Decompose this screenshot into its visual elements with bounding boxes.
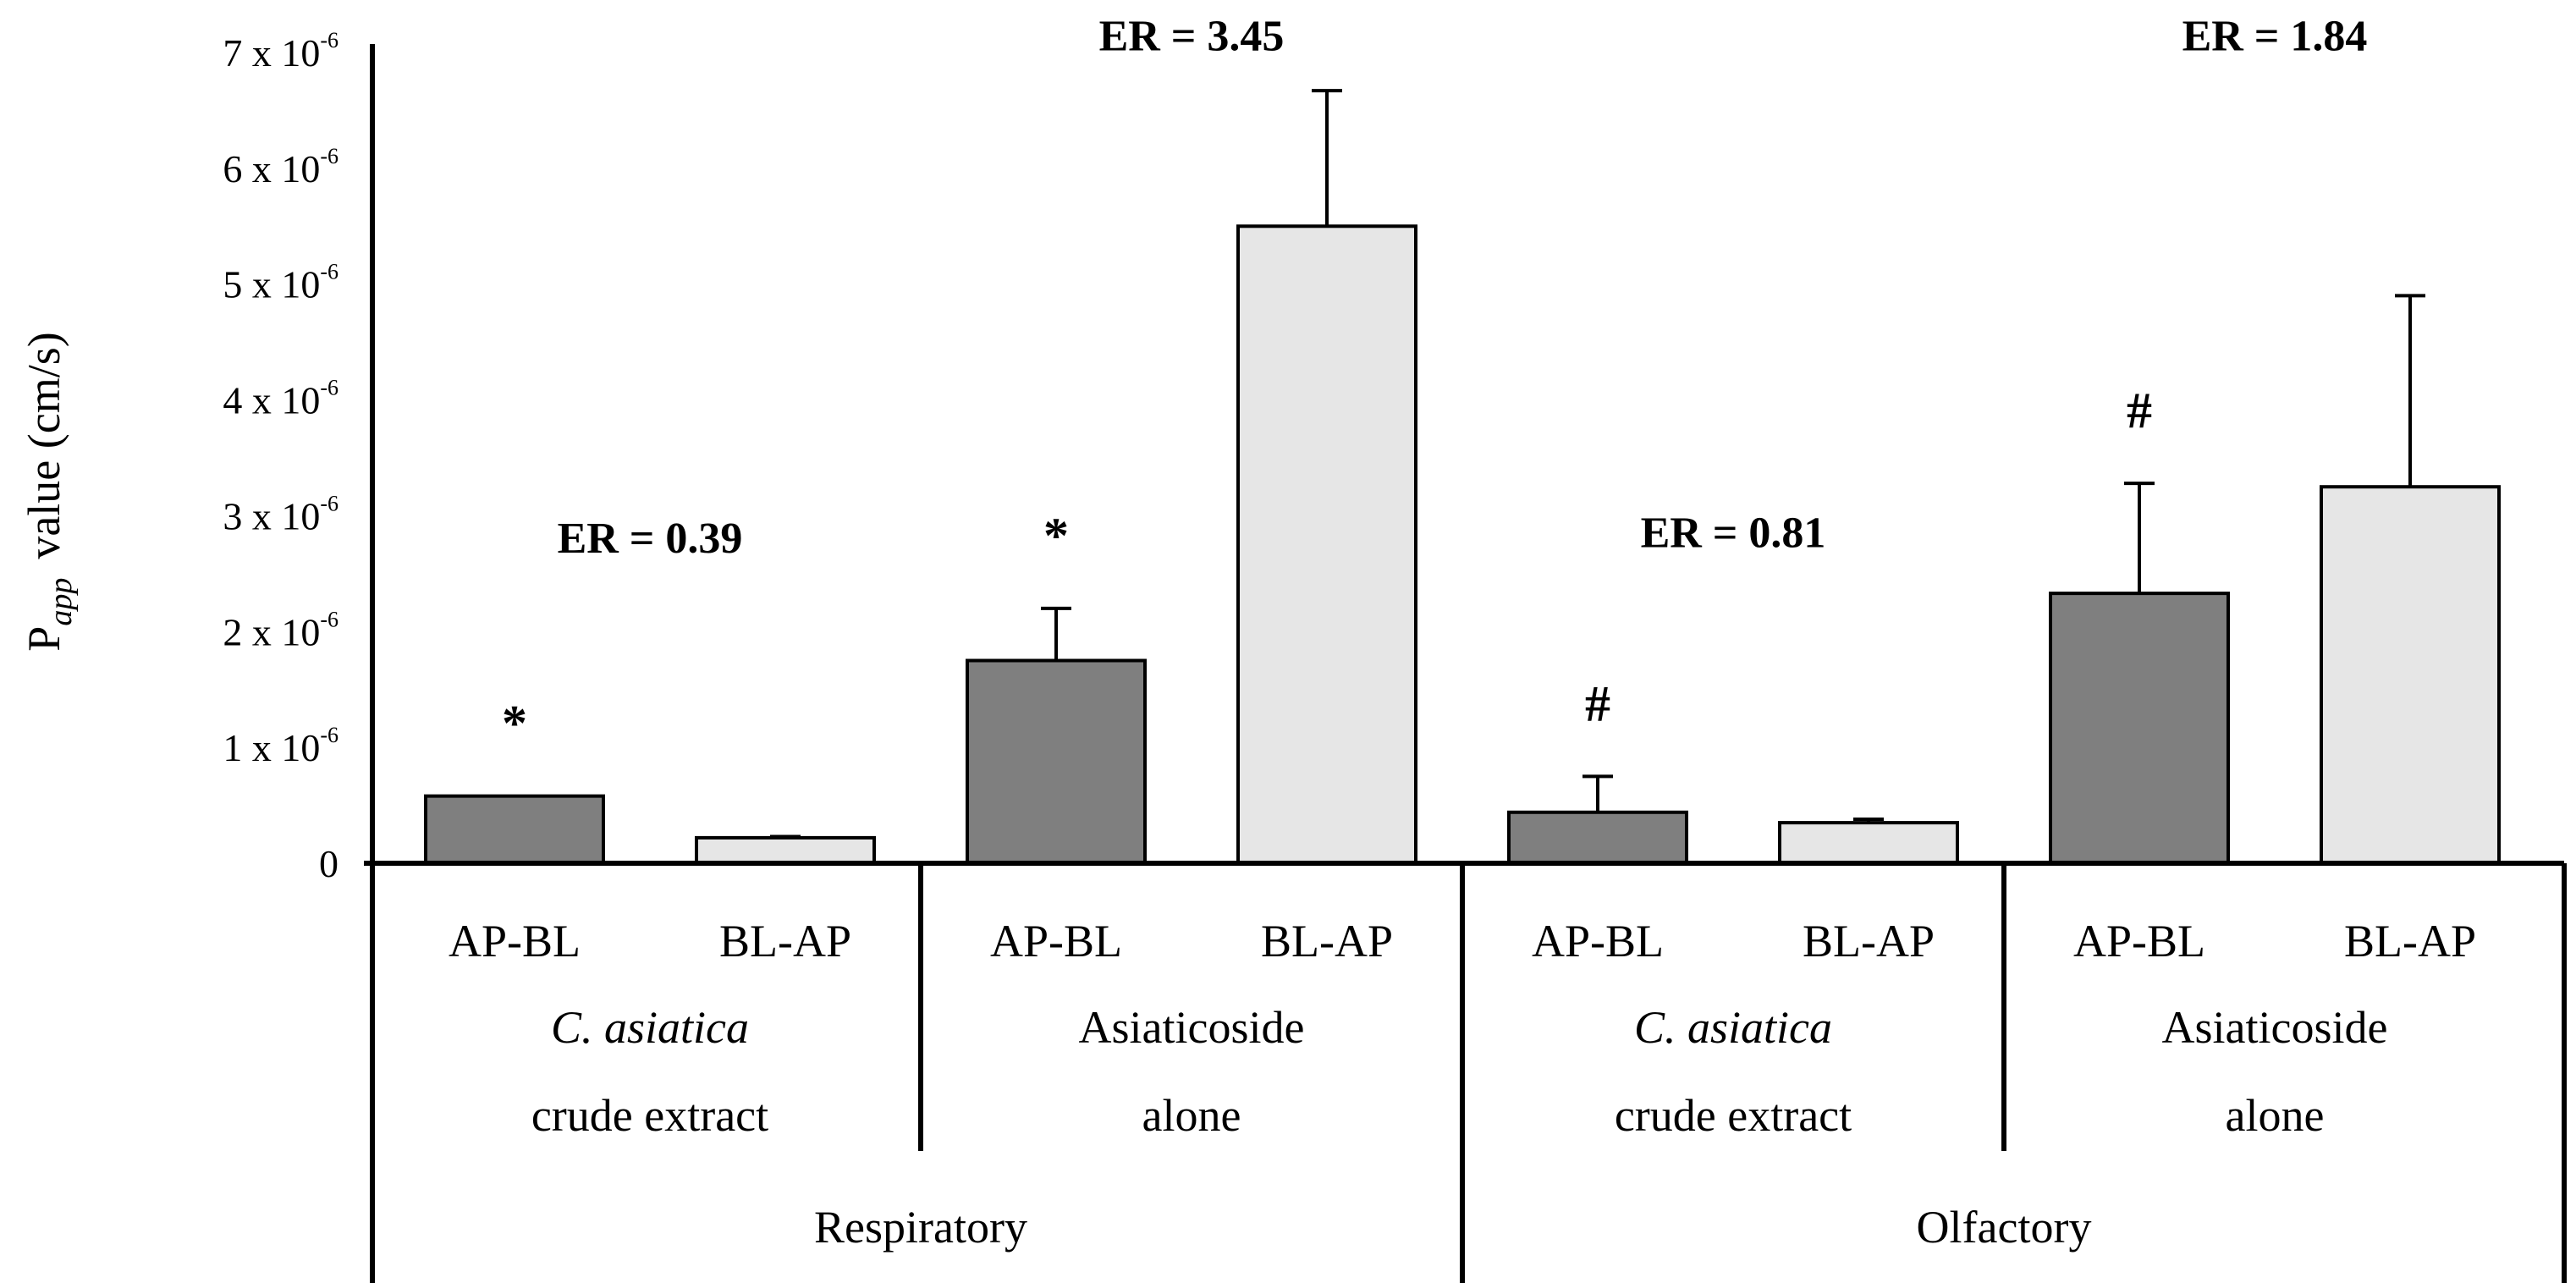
bar-8-bl-ap [2320,485,2501,865]
y-tick-label-6: 6 x 10-6 [223,144,339,190]
tick-label-4: BL-AP [1261,916,1393,966]
y-tick-label-4: 4 x 10-6 [223,376,339,422]
tick-label-8: BL-AP [2344,916,2476,966]
er-annotation-4: ER = 1.84 [2182,12,2368,60]
bar-1-ap-bl [424,794,605,866]
tick-label-6: BL-AP [1803,916,1935,966]
group-label-3-line1: C. asiatica [1634,1002,1832,1053]
significance-marker-5: # [1585,675,1610,731]
plot-area: * AP-BL BL-AP * AP-BL BL-AP # AP-BL BL-AP # AP-BL B… [19,12,2567,1283]
bar-5-ap-bl [1507,810,1688,865]
tick-label-5: AP-BL [1532,916,1664,966]
group-label-2-line1: Asiaticoside [1079,1002,1305,1053]
tick-label-2: BL-AP [719,916,851,966]
y-tick-label-2: 2 x 10-6 [223,607,339,653]
region-label-respiratory: Respiratory [814,1202,1027,1253]
bar-4-bl-ap [1236,224,1417,865]
significance-marker-3: * [1043,508,1069,564]
group-label-1-line2: crude extract [531,1090,768,1141]
y-tick-label-0: 0 [319,842,339,885]
group-label-1-line1: C. asiatica [551,1002,749,1053]
bar-7-ap-bl [2049,592,2230,865]
group-label-2-line2: alone [1142,1090,1241,1141]
significance-marker-7: # [2127,383,2152,438]
region-label-olfactory: Olfactory [1917,1202,2092,1253]
tick-label-1: AP-BL [449,916,581,966]
y-tick-label-1: 1 x 10-6 [223,723,339,769]
tick-label-7: AP-BL [2073,916,2205,966]
group-label-4-line1: Asiaticoside [2162,1002,2388,1053]
y-tick-label-5: 5 x 10-6 [223,260,339,306]
tick-label-3: AP-BL [990,916,1122,966]
er-annotation-3: ER = 0.81 [1641,509,1826,557]
er-annotation-1: ER = 0.39 [558,515,743,563]
bar-2-bl-ap [695,835,876,865]
bar-6-bl-ap [1778,821,1959,865]
bar-3-ap-bl [966,658,1147,865]
y-tick-label-7: 7 x 10-6 [223,28,339,74]
y-tick-label-3: 3 x 10-6 [223,491,339,537]
group-label-4-line2: alone [2226,1090,2325,1141]
significance-marker-1: * [502,696,527,752]
er-annotation-2: ER = 3.45 [1099,12,1285,60]
group-label-3-line2: crude extract [1615,1090,1852,1141]
y-axis-title: Pappvalue (cm/s) [19,332,79,651]
